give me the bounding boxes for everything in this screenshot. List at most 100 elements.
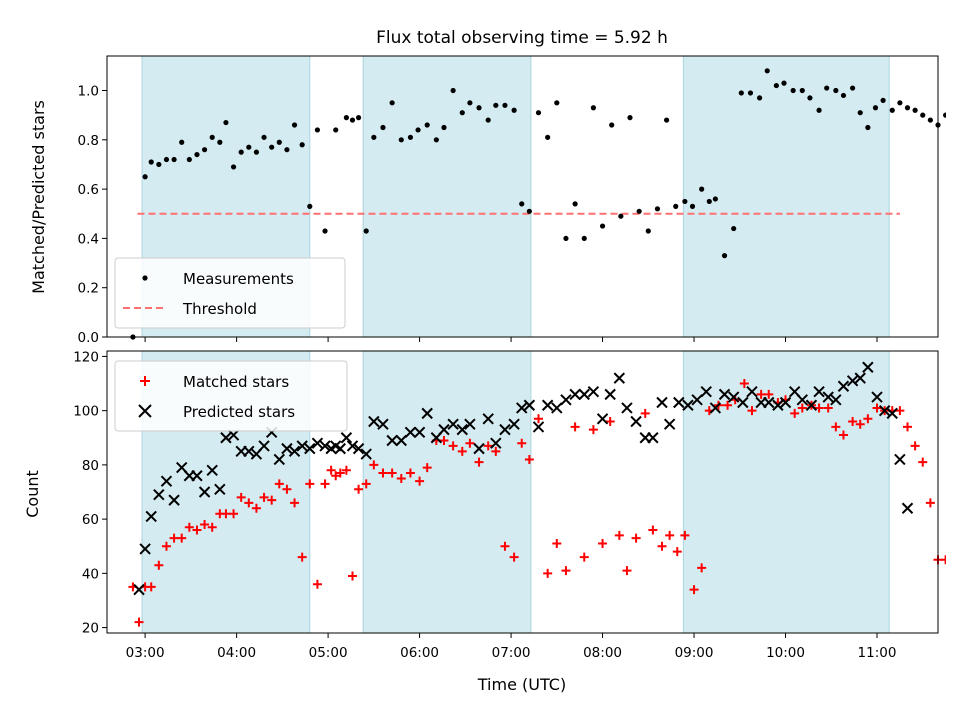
matched-star-point (369, 460, 379, 470)
measurement-point (299, 142, 305, 148)
matched-star-point (552, 539, 562, 549)
top-legend (114, 257, 346, 329)
predicted-star-point (763, 396, 775, 409)
matched-star-point (790, 408, 800, 418)
matched-star-point (814, 403, 824, 413)
measurement-point (781, 80, 787, 86)
measurement-point (943, 112, 946, 118)
matched-star-point (925, 498, 935, 508)
predicted-star-point (523, 399, 536, 411)
predicted-star-point (377, 418, 389, 430)
bottom-legend (114, 360, 348, 432)
matched-star-point (863, 414, 873, 424)
measurement-point (951, 120, 956, 125)
predicted-star-point (206, 464, 218, 477)
matched-star-point (154, 560, 164, 570)
measurement-point (773, 82, 779, 89)
measurement-point (721, 253, 728, 259)
measurement-point (563, 235, 569, 242)
matched-star-point (739, 379, 749, 389)
measurement-point (502, 102, 508, 108)
measurement-point (407, 134, 414, 140)
matched-star-point (415, 476, 425, 486)
measurement-point (223, 119, 229, 126)
predicted-star-point (346, 440, 359, 452)
matched-star-point (274, 479, 284, 489)
measurement-point (599, 223, 606, 229)
predicted-star-point (541, 399, 554, 411)
measurement-point (833, 87, 839, 94)
measurement-point (485, 117, 491, 123)
measurement-point (689, 203, 696, 209)
measurement-point (880, 97, 886, 103)
predicted-star-point (673, 396, 685, 409)
matched-star-point (831, 422, 841, 432)
matched-star-point (855, 419, 865, 429)
measurement-point (441, 124, 447, 131)
measurement-point (156, 161, 162, 168)
measurement-point (398, 137, 404, 143)
legend-label: Predicted stars (183, 403, 295, 421)
predicted-star-point (386, 434, 398, 447)
matched-star-point (347, 571, 357, 581)
predicted-star-point (772, 399, 784, 411)
matched-star-point (312, 579, 322, 589)
matched-star-point (361, 479, 371, 489)
x-tick-label: 11:00 (858, 645, 897, 661)
predicted-star-point (311, 437, 324, 449)
measurement-point (217, 139, 223, 145)
matched-star-point (648, 525, 658, 535)
matched-star-point (396, 473, 406, 483)
predicted-star-point (191, 470, 203, 482)
measurement-point (699, 186, 705, 192)
measurement-point (889, 107, 895, 113)
predicted-star-point (360, 448, 372, 460)
top-y-axis-label: Matched/Predicted stars (29, 100, 48, 294)
top-y-tick-label: 0.6 (78, 182, 99, 198)
matched-star-point (169, 533, 179, 543)
measurement-point (163, 156, 170, 163)
matched-star-point (439, 435, 449, 445)
predicted-star-point (516, 402, 528, 414)
matched-star-point (354, 484, 364, 494)
measurement-point (850, 85, 856, 91)
matched-star-point (517, 438, 527, 448)
measurement-point (904, 105, 911, 111)
measurement-point (246, 144, 252, 150)
matched-star-point (200, 520, 210, 530)
matched-star-point (335, 468, 345, 478)
matched-star-point (341, 465, 351, 475)
predicted-star-point (258, 440, 270, 452)
matched-star-point (579, 552, 589, 562)
matched-star-point (689, 585, 699, 595)
matched-star-point (723, 400, 733, 410)
matched-star-point (588, 425, 598, 435)
matched-star-point (500, 541, 510, 551)
predicted-star-point (727, 391, 740, 403)
measurement-point (519, 201, 525, 207)
predicted-star-point (691, 394, 703, 406)
legend-label: Matched stars (183, 373, 289, 391)
measurement-point (148, 159, 154, 165)
measurement-point (747, 90, 754, 96)
measurement-point (764, 68, 770, 74)
top-y-tick-label: 1.0 (78, 84, 99, 100)
predicted-star-point (395, 434, 407, 447)
measurement-point (872, 105, 879, 111)
x-tick-label: 03:00 (126, 645, 165, 661)
measurement-point (927, 117, 933, 123)
measurement-point (380, 124, 386, 131)
predicted-star-point (447, 418, 459, 430)
matched-star-point (622, 566, 632, 576)
predicted-star-point (596, 413, 609, 425)
predicted-star-point (854, 372, 866, 384)
matched-star-point (448, 441, 458, 451)
top-y-tick-label: 0.2 (78, 281, 99, 297)
measurement-point (433, 137, 439, 143)
matched-star-point (244, 498, 254, 508)
matched-star-point (534, 414, 544, 424)
bottom-y-tick-label: 60 (82, 512, 99, 528)
matched-star-point (387, 468, 397, 478)
predicted-star-point (621, 402, 633, 414)
top-y-tick-label: 0.0 (78, 330, 99, 346)
